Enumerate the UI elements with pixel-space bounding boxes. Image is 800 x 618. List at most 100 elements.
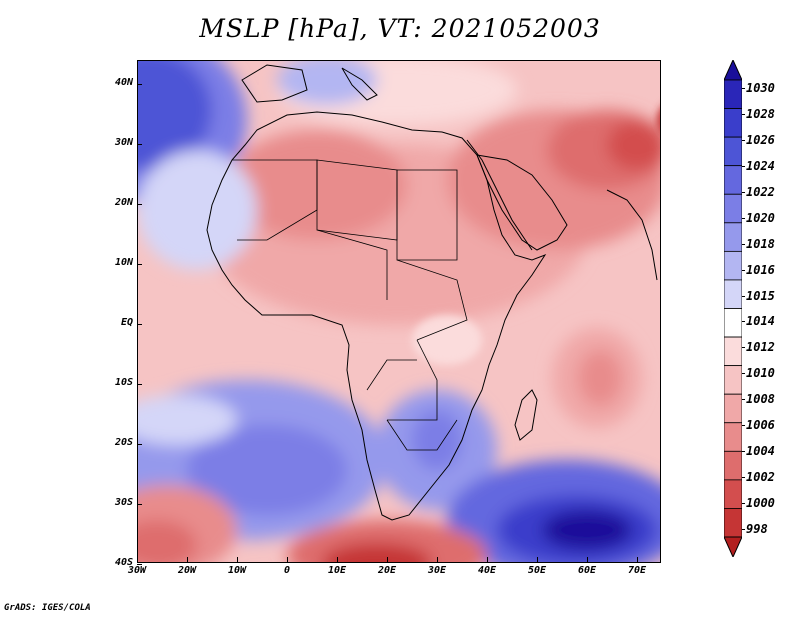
colorbar-swatch bbox=[724, 365, 742, 395]
colorbar bbox=[724, 60, 742, 557]
colorbar-swatch bbox=[724, 336, 742, 367]
pressure-map bbox=[137, 60, 661, 563]
longitude-label: 60E bbox=[577, 565, 597, 576]
longitude-tick bbox=[287, 557, 288, 562]
latitude-tick bbox=[137, 144, 142, 145]
latitude-tick bbox=[137, 384, 142, 385]
longitude-tick bbox=[537, 557, 538, 562]
latitude-tick bbox=[137, 84, 142, 85]
latitude-tick bbox=[137, 264, 142, 265]
colorbar-level-label: 1002 bbox=[746, 470, 775, 485]
colorbar-tick bbox=[742, 399, 745, 401]
colorbar-level-label: 1006 bbox=[746, 418, 775, 433]
colorbar-level-label: 1012 bbox=[746, 340, 775, 355]
colorbar-bottom-arrow bbox=[724, 536, 742, 557]
colorbar-swatch bbox=[724, 508, 742, 538]
colorbar-level-label: 1015 bbox=[746, 288, 775, 303]
colorbar-swatch bbox=[724, 450, 742, 481]
colorbar-swatch bbox=[724, 193, 742, 224]
latitude-label: 40S bbox=[114, 557, 133, 568]
colorbar-swatch bbox=[724, 279, 742, 309]
india-coast bbox=[606, 189, 658, 281]
chart-title: MSLP [hPa], VT: 2021052003 bbox=[199, 14, 601, 43]
latitude-label: 40N bbox=[114, 77, 133, 88]
latitude-label: 20N bbox=[114, 197, 133, 208]
longitude-label: 20W bbox=[177, 565, 197, 576]
colorbar-tick bbox=[742, 373, 745, 375]
latitude-tick bbox=[137, 204, 142, 205]
colorbar-top-arrow bbox=[724, 60, 742, 81]
longitude-label: 70E bbox=[627, 565, 647, 576]
latitude-label: 30S bbox=[114, 497, 133, 508]
arabian-peninsula bbox=[476, 154, 568, 251]
borders bbox=[232, 159, 468, 451]
colorbar-tick bbox=[742, 165, 745, 167]
longitude-label: 30W bbox=[127, 565, 147, 576]
colorbar-tick bbox=[742, 451, 745, 453]
colorbar-swatch bbox=[724, 136, 742, 167]
longitude-tick bbox=[237, 557, 238, 562]
colorbar-swatch bbox=[724, 479, 742, 509]
colorbar-tick bbox=[742, 321, 745, 323]
longitude-tick bbox=[387, 557, 388, 562]
latitude-label: 30N bbox=[114, 137, 133, 148]
colorbar-level-label: 1018 bbox=[746, 236, 775, 251]
africa-coast bbox=[206, 111, 547, 521]
colorbar-tick bbox=[742, 295, 745, 297]
colorbar-level-label: 1020 bbox=[746, 210, 775, 225]
longitude-label: 10W bbox=[227, 565, 247, 576]
longitude-tick bbox=[637, 557, 638, 562]
iberia-coast bbox=[241, 64, 308, 103]
colorbar-tick bbox=[742, 503, 745, 505]
colorbar-level-label: 1014 bbox=[746, 314, 775, 329]
colorbar-swatch bbox=[724, 108, 742, 138]
colorbar-swatch bbox=[724, 308, 742, 338]
longitude-label: 40E bbox=[477, 565, 497, 576]
latitude-label: 20S bbox=[114, 437, 133, 448]
colorbar-swatch bbox=[724, 250, 742, 281]
colorbar-level-label: 1008 bbox=[746, 392, 775, 407]
red-sea bbox=[466, 139, 533, 251]
colorbar-swatch bbox=[724, 422, 742, 452]
latitude-tick bbox=[137, 504, 142, 505]
colorbar-level-label: 1022 bbox=[746, 184, 775, 199]
latitude-tick bbox=[137, 444, 142, 445]
longitude-label: 20E bbox=[377, 565, 397, 576]
colorbar-level-label: 1024 bbox=[746, 158, 775, 173]
colorbar-tick bbox=[742, 347, 745, 349]
pressure-fields bbox=[137, 60, 661, 563]
colorbar-tick bbox=[742, 191, 745, 193]
longitude-label: 30E bbox=[427, 565, 447, 576]
longitude-tick bbox=[187, 557, 188, 562]
colorbar-tick bbox=[742, 139, 745, 141]
colorbar-tick bbox=[742, 243, 745, 245]
latitude-label: 10S bbox=[114, 377, 133, 388]
latitude-label: 10N bbox=[114, 257, 133, 268]
colorbar-tick bbox=[742, 217, 745, 219]
map-svg bbox=[137, 60, 661, 563]
colorbar-tick bbox=[742, 425, 745, 427]
colorbar-level-label: 998 bbox=[746, 522, 768, 536]
longitude-tick bbox=[337, 557, 338, 562]
latitude-label: EQ bbox=[120, 317, 133, 328]
colorbar-level-label: 1004 bbox=[746, 444, 775, 459]
italy-coast bbox=[341, 67, 378, 101]
colorbar-swatch bbox=[724, 165, 742, 195]
madagascar bbox=[514, 389, 538, 441]
colorbar-level-label: 1030 bbox=[746, 81, 775, 95]
longitude-label: 0 bbox=[283, 565, 291, 576]
latitude-tick bbox=[137, 324, 142, 325]
map-frame bbox=[137, 60, 661, 563]
colorbar-tick bbox=[742, 269, 745, 271]
colorbar-tick bbox=[742, 88, 745, 89]
colorbar-swatch bbox=[724, 222, 742, 252]
coastlines bbox=[206, 64, 658, 521]
longitude-label: 10E bbox=[327, 565, 347, 576]
colorbar-level-label: 1000 bbox=[746, 496, 775, 511]
colorbar-level-label: 1016 bbox=[746, 262, 775, 277]
longitude-tick bbox=[137, 557, 138, 562]
colorbar-level-label: 1026 bbox=[746, 132, 775, 147]
colorbar-tick bbox=[742, 529, 745, 530]
credit-text: GrADS: IGES/COLA bbox=[4, 603, 91, 613]
colorbar-tick bbox=[742, 477, 745, 479]
